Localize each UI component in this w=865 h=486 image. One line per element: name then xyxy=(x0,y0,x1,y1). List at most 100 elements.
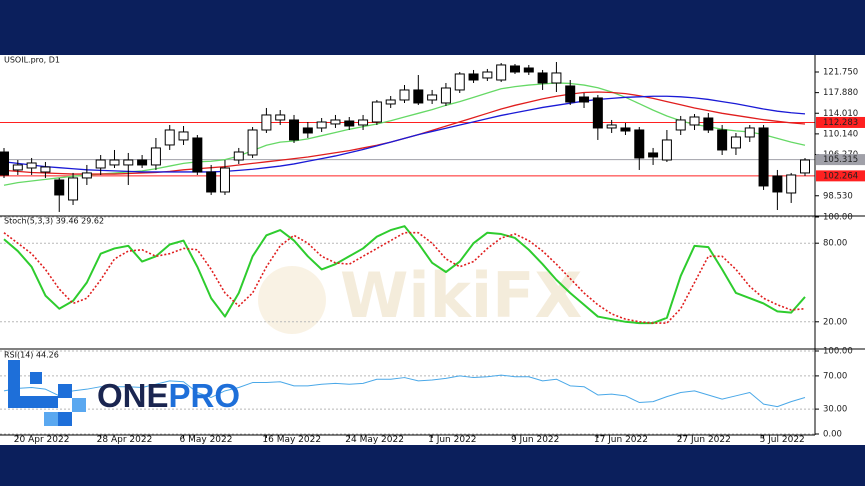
candle-body xyxy=(606,124,617,129)
y-tick-label: 0.00 xyxy=(823,430,842,440)
candle-body xyxy=(219,167,230,193)
candle-body xyxy=(399,89,410,101)
indicator-line xyxy=(3,95,806,173)
candle-body xyxy=(302,127,313,134)
candle-body xyxy=(565,85,576,103)
indicator-line xyxy=(3,225,806,325)
candle-body xyxy=(26,162,37,169)
logo-shape xyxy=(30,372,42,384)
y-tick-label: 114.010 xyxy=(823,109,858,119)
x-tick-label: 9 Jun 2022 xyxy=(511,435,559,445)
logo-shape xyxy=(58,412,72,426)
candle-body xyxy=(192,137,203,173)
indicator-line xyxy=(3,374,806,408)
price-level-box xyxy=(816,170,865,182)
y-tick-label: 110.140 xyxy=(823,129,858,139)
y-tick-label: 20.00 xyxy=(823,317,847,327)
candle-body xyxy=(178,131,189,141)
candle-body xyxy=(523,67,534,73)
logo-shape xyxy=(44,412,58,426)
y-tick-label: 117.880 xyxy=(823,88,858,98)
logo-text-part: ONE xyxy=(97,377,169,414)
candle-body xyxy=(40,166,51,173)
logo-text: ONEPRO xyxy=(97,377,240,414)
candle-body xyxy=(579,96,590,103)
candle-body xyxy=(468,73,479,81)
candle-body xyxy=(275,114,286,121)
candle-body xyxy=(744,127,755,138)
candle-body xyxy=(330,119,341,125)
candle-body xyxy=(717,129,728,151)
candle-body xyxy=(247,129,258,156)
candle-body xyxy=(800,159,810,174)
price-level-label: 112.283 xyxy=(823,118,858,128)
candle-body xyxy=(371,101,382,123)
x-tick-label: 5 Jul 2022 xyxy=(760,435,805,445)
x-tick-label: 6 May 2022 xyxy=(180,435,233,445)
candle-body xyxy=(661,139,672,161)
candle-body xyxy=(620,127,631,132)
candle-body xyxy=(12,164,23,171)
candle-body xyxy=(413,89,424,104)
watermark: WikiFX xyxy=(258,259,582,334)
x-tick-label: 24 May 2022 xyxy=(345,435,404,445)
candle-body xyxy=(496,64,507,81)
candle-body xyxy=(164,129,175,146)
x-tick-label: 16 May 2022 xyxy=(262,435,321,445)
candle-body xyxy=(137,159,148,166)
logo-shape xyxy=(8,396,58,408)
candle-body xyxy=(150,147,161,166)
candle-body xyxy=(482,71,493,79)
candle-body xyxy=(537,72,548,84)
candle-body xyxy=(592,97,603,129)
candle-body xyxy=(648,152,659,158)
candle-body xyxy=(316,121,327,129)
price-level-label: 105.315 xyxy=(823,155,858,165)
panel-title: Stoch(5,3,3) 39.46 29.62 xyxy=(4,217,104,226)
candle-body xyxy=(109,159,120,166)
candle-body xyxy=(0,151,9,176)
candle-body xyxy=(54,179,65,196)
x-tick-label: 28 Apr 2022 xyxy=(97,435,153,445)
logo-shape xyxy=(58,384,72,398)
candle-body xyxy=(206,171,217,193)
panel-title: USOIL.pro, D1 xyxy=(4,56,60,65)
logo-text-part: PRO xyxy=(169,377,241,414)
candle-body xyxy=(358,119,369,126)
candle-body xyxy=(786,174,797,194)
logo-shape xyxy=(72,398,86,412)
panel-title: RSI(14) 44.26 xyxy=(4,351,59,360)
price-level-box xyxy=(816,116,865,128)
candle-body xyxy=(233,151,244,161)
x-tick-label: 20 Apr 2022 xyxy=(14,435,70,445)
candle-body xyxy=(634,129,645,159)
price-level-label: 102.264 xyxy=(823,171,858,181)
candle-body xyxy=(509,65,520,73)
candle-body xyxy=(758,127,769,187)
y-tick-label: 80.00 xyxy=(823,239,847,249)
candle-body xyxy=(427,94,438,101)
candle-body xyxy=(385,99,396,105)
watermark-text: WikiFX xyxy=(340,259,582,332)
watermark-logo xyxy=(258,266,326,334)
y-tick-label: 121.750 xyxy=(823,68,858,78)
axes-layer: 121.750117.880114.010110.140106.27098.53… xyxy=(0,55,865,445)
candle-body xyxy=(123,159,134,166)
candle-body xyxy=(730,136,741,149)
x-tick-label: 27 Jun 2022 xyxy=(677,435,731,445)
candle-body xyxy=(703,117,714,131)
candle-body xyxy=(551,72,562,84)
candle-body xyxy=(454,73,465,91)
x-tick-label: 17 Jun 2022 xyxy=(594,435,648,445)
y-tick-label: 70.00 xyxy=(823,371,847,381)
candle-body xyxy=(772,175,783,193)
marks-layer xyxy=(0,61,810,408)
candle-body xyxy=(440,87,451,104)
candle-body xyxy=(95,159,106,169)
y-tick-label: 100.00 xyxy=(823,347,853,357)
candle-body xyxy=(261,114,272,131)
brand-logo: ONEPRO xyxy=(8,360,240,426)
candle-body xyxy=(675,119,686,131)
candle-body xyxy=(81,172,92,179)
